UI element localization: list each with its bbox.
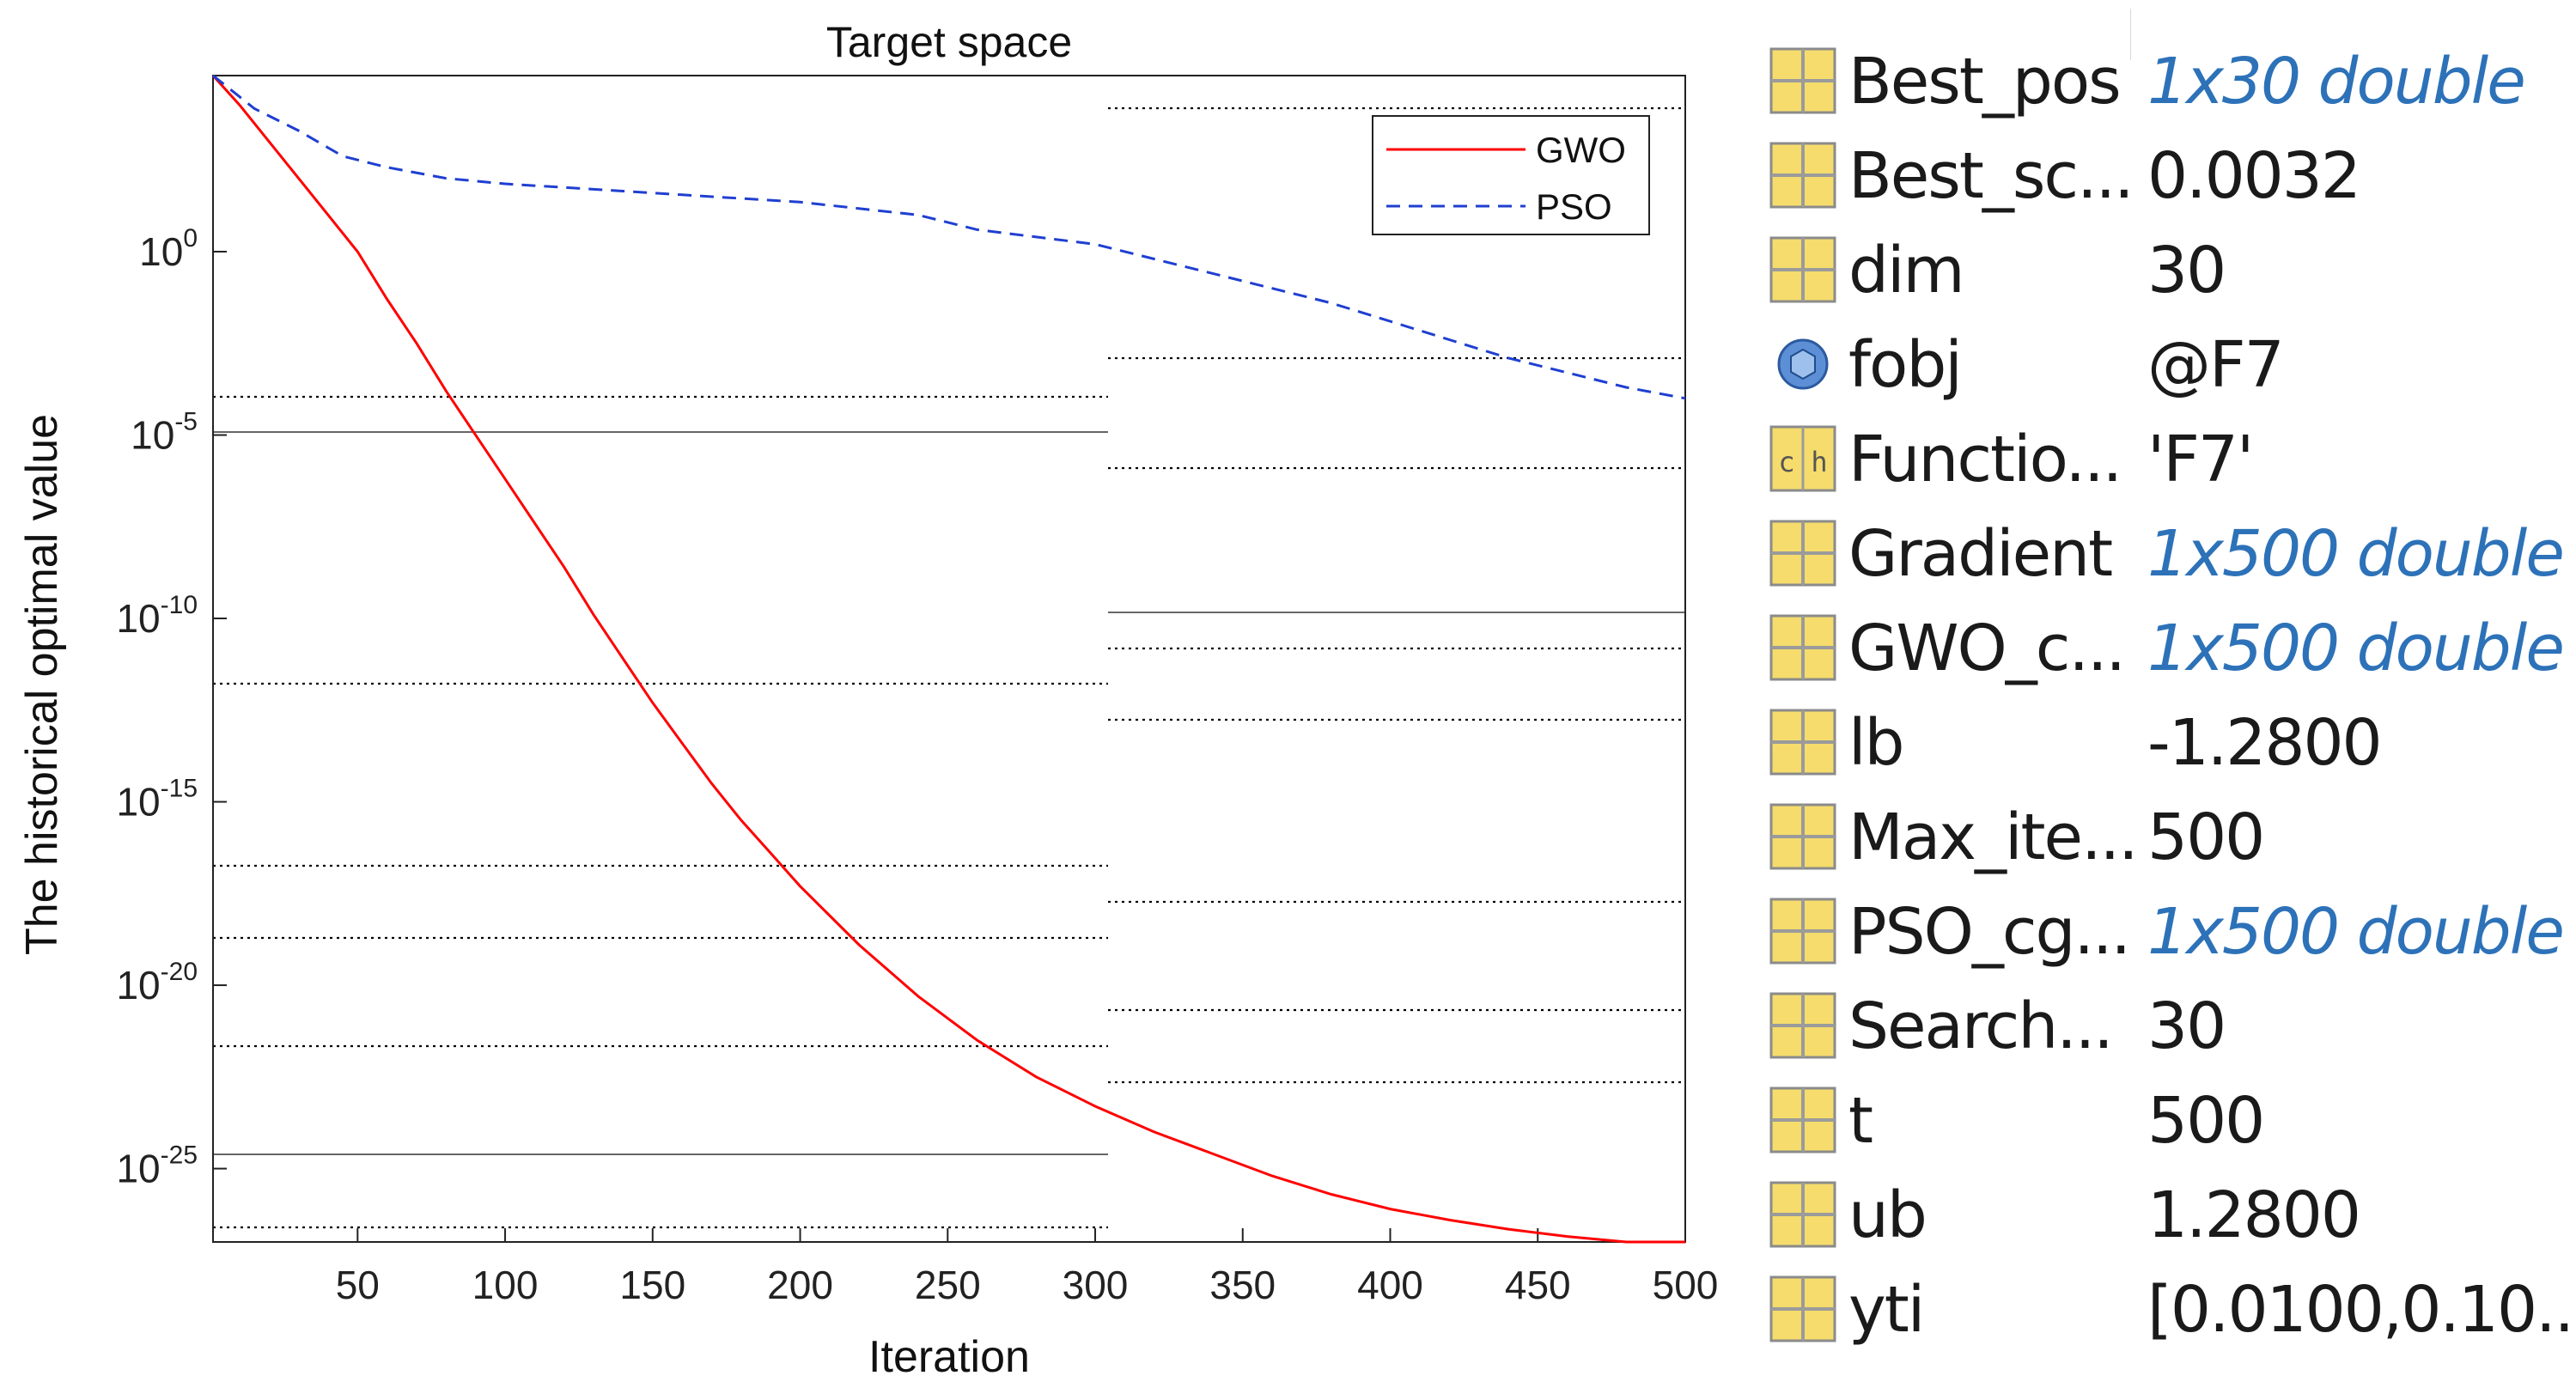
- convergence-chart: 50 100 150 200 250 300 350 400 450 500 100 10-5 10-1…: [17, 18, 1719, 1382]
- workspace-row[interactable]: ub 1.2800: [1761, 1168, 2568, 1263]
- y-tick-label: 10-5: [131, 408, 198, 458]
- workspace-row[interactable]: c h Functio... 'F7': [1761, 412, 2568, 507]
- workspace-row[interactable]: Max_ite... 500: [1761, 790, 2568, 885]
- plot-frame: [212, 75, 1686, 1243]
- svg-text:c: c: [1778, 446, 1794, 478]
- legend-label-pso: PSO: [1536, 186, 1612, 227]
- variable-value: 0.0032: [2147, 139, 2361, 213]
- variable-name: yti: [1848, 1273, 1925, 1347]
- matrix-icon: [1769, 1087, 1836, 1153]
- x-axis-label: Iteration: [868, 1332, 1030, 1382]
- y-axis-label: The historical optimal value: [17, 414, 67, 955]
- matrix-icon: [1769, 709, 1836, 776]
- matrix-icon: [1769, 520, 1836, 587]
- workspace-row[interactable]: Gradient 1x500 double: [1761, 507, 2568, 601]
- legend: GWO PSO: [1372, 115, 1650, 235]
- variable-value: 1x500 double: [2147, 895, 2565, 969]
- series-line-pso: [212, 74, 1686, 400]
- column-separator: [2130, 9, 2131, 60]
- variable-value: [0.0100,0.10...: [2147, 1273, 2576, 1347]
- variable-value: 500: [2147, 800, 2265, 874]
- workspace-row[interactable]: GWO_c... 1x500 double: [1761, 601, 2568, 696]
- variable-value: 1x500 double: [2147, 517, 2565, 591]
- variable-name: Functio...: [1848, 423, 2122, 496]
- matrix-icon: [1769, 992, 1836, 1059]
- legend-box: [1372, 115, 1650, 235]
- variable-value: 500: [2147, 1084, 2265, 1158]
- workspace-row[interactable]: PSO_cg... 1x500 double: [1761, 885, 2568, 979]
- legend-label-gwo: GWO: [1536, 130, 1626, 170]
- workspace-row[interactable]: fobj @F7: [1761, 318, 2568, 412]
- series-line-gwo: [211, 74, 1685, 1244]
- variable-name: GWO_c...: [1848, 612, 2126, 685]
- matrix-icon: [1769, 898, 1836, 965]
- variable-name: lb: [1848, 706, 1905, 780]
- workspace-row[interactable]: Best_pos 1x30 double: [1761, 34, 2568, 129]
- variable-name: Gradient: [1848, 517, 2113, 591]
- x-tick-label: 500: [1653, 1263, 1719, 1307]
- x-tick-label: 250: [915, 1263, 981, 1307]
- variable-name: Search...: [1848, 989, 2114, 1063]
- matrix-icon: [1769, 236, 1836, 303]
- variable-value: 1x30 double: [2147, 45, 2526, 119]
- variable-value: 30: [2147, 989, 2226, 1063]
- function-handle-icon: [1769, 331, 1836, 398]
- variable-value: -1.2800: [2147, 706, 2383, 780]
- variable-value: 'F7': [2147, 423, 2254, 496]
- x-tick-label: 200: [767, 1263, 833, 1307]
- matrix-icon: [1769, 614, 1836, 681]
- variable-name: PSO_cg...: [1848, 895, 2131, 969]
- variable-value: 1.2800: [2147, 1178, 2361, 1252]
- y-tick-label: 10-25: [116, 1141, 198, 1191]
- workspace-row[interactable]: lb -1.2800: [1761, 696, 2568, 790]
- workspace-panel: Best_pos 1x30 double Best_sc... 0.0032 dim 30…: [1761, 9, 2576, 1391]
- variable-name: Max_ite...: [1848, 800, 2139, 874]
- variable-value: 1x500 double: [2147, 612, 2565, 685]
- x-tick-label: 100: [472, 1263, 539, 1307]
- workspace-row[interactable]: Best_sc... 0.0032: [1761, 129, 2568, 223]
- variable-value: 30: [2147, 234, 2226, 307]
- variable-name: t: [1848, 1084, 1873, 1158]
- x-tick-label: 50: [336, 1263, 380, 1307]
- x-tick-label: 400: [1357, 1263, 1423, 1307]
- svg-text:h: h: [1811, 446, 1827, 478]
- matrix-icon: [1769, 47, 1836, 114]
- workspace-row[interactable]: t 500: [1761, 1074, 2568, 1168]
- x-tick-label: 350: [1209, 1263, 1276, 1307]
- x-tick-label: 150: [619, 1263, 685, 1307]
- variable-name: Best_sc...: [1848, 139, 2134, 213]
- matrix-icon: [1769, 1181, 1836, 1248]
- variable-name: fobj: [1848, 328, 1963, 402]
- chart-title: Target space: [826, 18, 1072, 66]
- workspace-row[interactable]: Search... 30: [1761, 979, 2568, 1074]
- chart-svg: 50 100 150 200 250 300 350 400 450 500 100 10-5 10-1…: [17, 18, 1719, 1382]
- matrix-icon: [1769, 1275, 1836, 1342]
- variable-name: ub: [1848, 1178, 1927, 1252]
- workspace-row[interactable]: yti [0.0100,0.10...: [1761, 1263, 2576, 1357]
- x-tick-label: 450: [1505, 1263, 1571, 1307]
- variable-name: dim: [1848, 234, 1965, 307]
- x-tick-label: 300: [1063, 1263, 1129, 1307]
- workspace-row[interactable]: dim 30: [1761, 223, 2568, 318]
- y-tick-label: 10-10: [116, 591, 198, 641]
- matrix-icon: [1769, 142, 1836, 209]
- y-tick-label: 10-15: [116, 775, 198, 825]
- y-tick-label: 100: [139, 224, 198, 274]
- matrix-icon: [1769, 803, 1836, 870]
- variable-name: Best_pos: [1848, 45, 2122, 119]
- variable-value: @F7: [2147, 328, 2285, 402]
- y-tick-label: 10-20: [116, 958, 198, 1007]
